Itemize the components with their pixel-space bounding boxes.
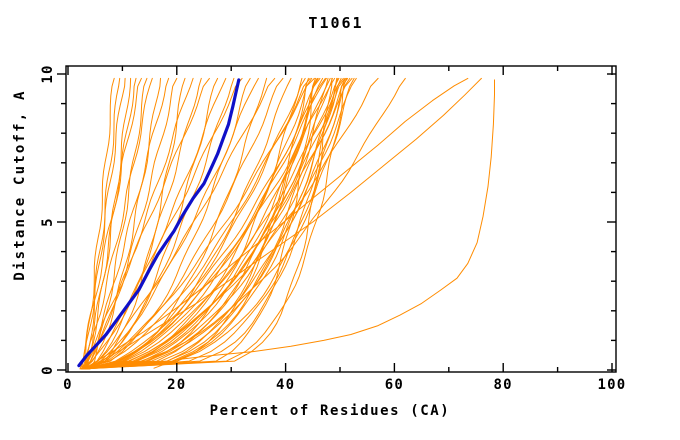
model-curves-group — [79, 77, 495, 370]
model-curve — [86, 77, 347, 370]
model-curve — [83, 77, 115, 370]
model-curve — [80, 77, 329, 370]
model-curve — [82, 77, 227, 370]
model-curve — [83, 77, 346, 370]
model-curve — [79, 77, 311, 370]
model-curve — [80, 77, 178, 370]
x-tick-label: 100 — [597, 377, 627, 393]
outlier-model-curve — [86, 77, 469, 368]
model-curve — [84, 77, 276, 370]
model-curve — [81, 77, 344, 370]
model-curve — [86, 77, 336, 370]
model-curve — [89, 77, 148, 370]
chart-title: T1061 — [308, 14, 364, 32]
x-tick-label: 80 — [493, 377, 513, 393]
model-curve — [86, 77, 353, 370]
x-axis-label: Percent of Residues (CA) — [209, 403, 451, 419]
model-curve — [83, 77, 379, 370]
outlier-model-curve — [153, 79, 495, 369]
model-curve — [88, 77, 319, 370]
model-curve — [83, 77, 161, 370]
axis-ticks — [57, 66, 616, 372]
y-tick-label: 0 — [40, 365, 56, 375]
model-curve — [86, 77, 170, 370]
model-curve — [81, 77, 316, 370]
model-curve — [81, 77, 210, 370]
model-curve — [81, 77, 153, 370]
x-tick-label: 60 — [384, 377, 405, 393]
model-curve — [79, 77, 142, 370]
outlier-model-curve — [89, 77, 482, 368]
model-curve — [87, 77, 326, 370]
model-curve — [82, 77, 268, 370]
highlighted-model-curve — [77, 78, 241, 368]
model-curve — [86, 77, 126, 370]
model-curve — [81, 77, 284, 370]
model-curve — [83, 77, 315, 370]
y-axis-label: Distance Cutoff, A — [12, 89, 28, 281]
model-curve — [85, 77, 342, 370]
y-tick-label: 5 — [40, 217, 56, 227]
model-curve — [85, 77, 202, 370]
model-curve — [84, 77, 324, 370]
model-curve — [84, 77, 137, 370]
model-curve — [83, 77, 194, 370]
model-curve — [81, 77, 355, 370]
model-curve — [83, 77, 333, 370]
model-curve — [87, 77, 292, 370]
model-curve — [82, 77, 338, 370]
model-curve — [84, 77, 235, 370]
x-tick-label: 40 — [275, 377, 296, 393]
y-tick-label: 10 — [40, 64, 56, 84]
x-tick-label: 0 — [63, 377, 73, 393]
model-curve — [83, 77, 340, 370]
model-curve — [82, 77, 327, 370]
plot-frame — [65, 65, 617, 373]
model-curve — [85, 77, 406, 370]
model-curve — [88, 77, 243, 370]
x-tick-label: 20 — [167, 377, 187, 393]
